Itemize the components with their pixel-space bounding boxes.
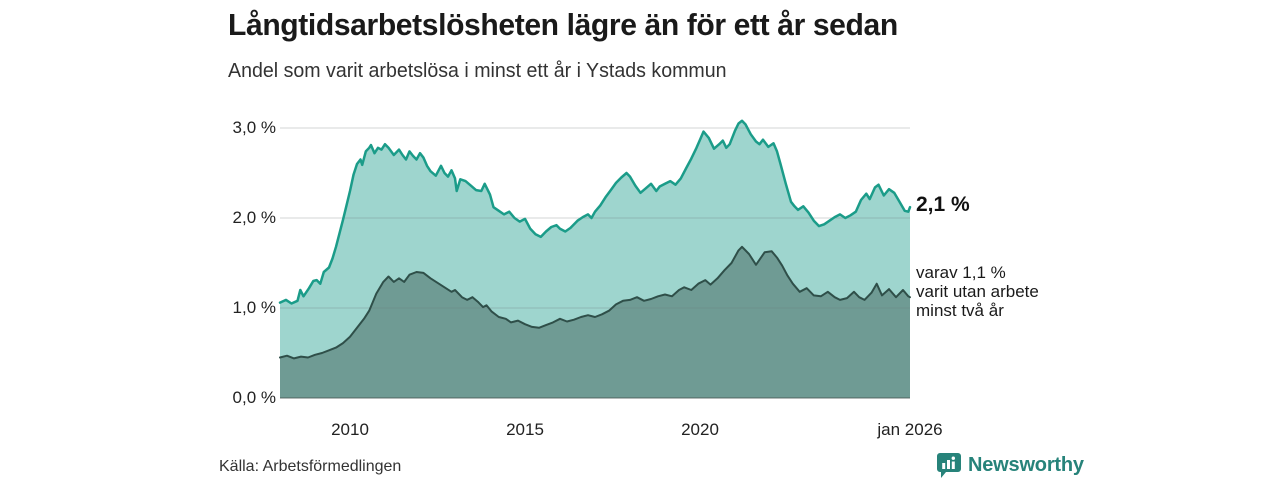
logo-bar-3: [951, 461, 955, 469]
newsworthy-logo-icon: [937, 452, 961, 478]
page-title: Långtidsarbetslösheten lägre än för ett …: [228, 7, 898, 42]
newsworthy-wordmark: Newsworthy: [968, 453, 1084, 476]
chart-series-lines: [278, 119, 912, 360]
annotation-line-3: minst två år: [916, 301, 1004, 320]
x-tick-label: 2010: [331, 420, 369, 439]
x-tick-label: 2020: [681, 420, 719, 439]
y-tick-label: 3,0 %: [232, 118, 276, 137]
logo-bar-1: [942, 462, 946, 469]
series-fill-1: [280, 246, 910, 398]
annotation-line-1: varav 1,1 %: [916, 263, 1006, 282]
series-line-0: [278, 119, 912, 305]
annotation-line-2: varit utan arbete: [916, 282, 1039, 301]
source-attribution: Källa: Arbetsförmedlingen: [219, 458, 402, 475]
chart-gridlines: [280, 127, 910, 399]
newsworthy-branding: Newsworthy: [936, 451, 1084, 479]
series-line-1: [279, 245, 911, 360]
latest-total-annotation: 2,1 %: [916, 193, 970, 216]
latest-two-year-annotation: varav 1,1 % varit utan arbete minst två …: [916, 263, 1039, 320]
x-tick-label: jan 2026: [877, 420, 943, 439]
logo-bar-2: [947, 459, 950, 469]
logo-dot: [951, 456, 955, 460]
chart-subtitle: Andel som varit arbetslösa i minst ett å…: [228, 60, 727, 82]
x-tick-label: 2015: [506, 420, 544, 439]
y-tick-label: 1,0 %: [232, 298, 276, 317]
y-tick-label: 2,0 %: [232, 208, 276, 227]
y-tick-label: 0,0 %: [232, 388, 276, 407]
chart-area-fills: [280, 120, 910, 399]
